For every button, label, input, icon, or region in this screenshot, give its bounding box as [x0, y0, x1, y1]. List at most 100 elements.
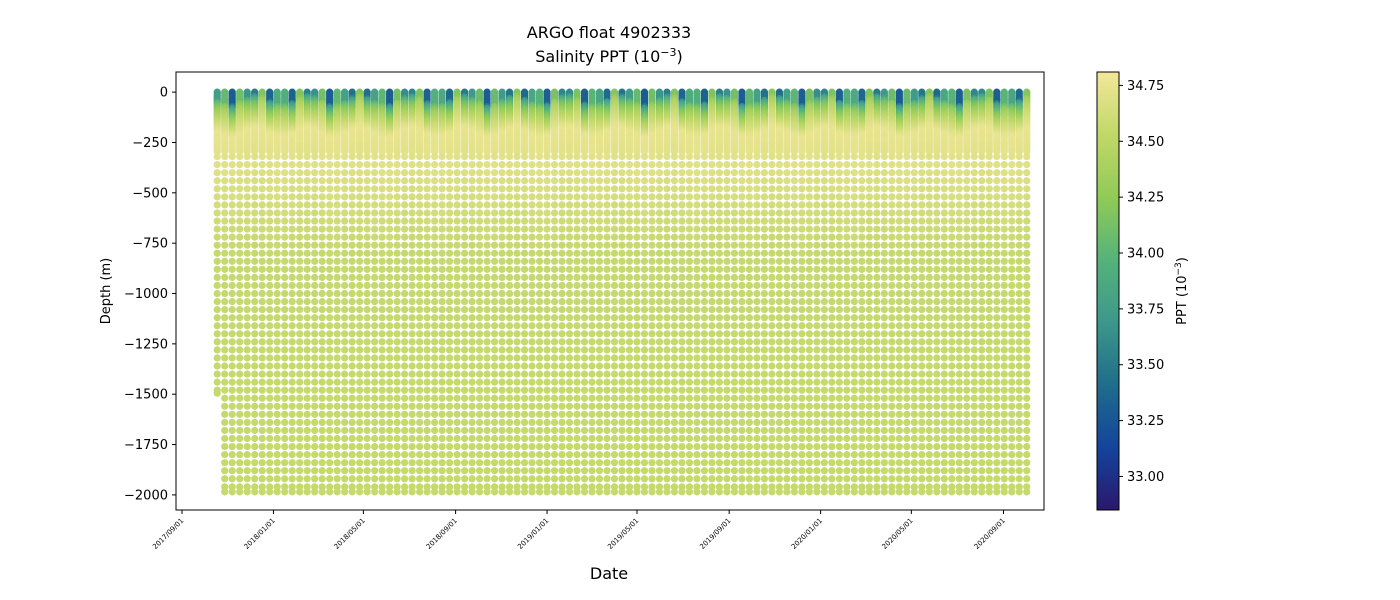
profile: [363, 88, 371, 496]
profile-point: [296, 434, 304, 443]
profile-point: [348, 378, 356, 386]
profile-point: [296, 185, 304, 193]
profile-point: [633, 217, 641, 225]
profile-point: [595, 410, 604, 418]
profile-point: [573, 394, 581, 402]
profile: [236, 88, 244, 496]
profile-point: [603, 418, 611, 426]
profile-point: [243, 434, 251, 443]
profile-point: [333, 233, 341, 241]
profile-point: [378, 338, 386, 346]
profile-point: [251, 434, 259, 443]
profile-point: [468, 488, 476, 496]
profile-point: [416, 297, 424, 306]
profile-point: [386, 394, 394, 402]
profile-point: [610, 330, 619, 338]
profile-point: [393, 354, 401, 362]
profile-point: [378, 362, 386, 370]
profile-point: [221, 346, 229, 354]
profile-point: [655, 306, 664, 314]
profile-point: [408, 257, 416, 265]
profile-point: [648, 225, 656, 233]
profile-point: [273, 467, 281, 475]
profile-point: [558, 297, 566, 306]
profile-point: [303, 209, 311, 217]
profile-point: [288, 402, 296, 410]
profile-point: [281, 177, 289, 185]
profile-point: [296, 426, 304, 435]
profile-point: [281, 346, 289, 354]
profile-point: [288, 434, 296, 443]
profile-point: [311, 434, 319, 443]
profile-point: [251, 483, 259, 491]
profile-point: [468, 185, 476, 193]
profile-point: [243, 386, 251, 394]
profile-point: [520, 402, 529, 410]
profile-point: [625, 273, 634, 282]
profile-point: [558, 488, 566, 496]
profile-point: [498, 410, 506, 418]
profile-point: [303, 475, 311, 483]
profile-point: [633, 459, 641, 467]
profile-point: [371, 169, 379, 177]
profile-point: [408, 177, 416, 185]
profile-point: [288, 354, 296, 362]
profile-point: [460, 225, 469, 233]
profile-point: [288, 169, 296, 177]
profile-point: [558, 475, 566, 483]
profile-point: [438, 152, 446, 161]
profile-point: [356, 354, 364, 362]
profile-point: [663, 346, 671, 354]
profile-point: [356, 306, 364, 314]
profile-point: [483, 394, 491, 402]
profile-point: [528, 281, 536, 290]
profile-point: [610, 362, 619, 370]
profile-point: [221, 386, 229, 394]
profile-point: [438, 209, 446, 217]
profile-point: [378, 370, 386, 378]
profile-point: [580, 306, 589, 314]
profile-point: [318, 249, 326, 257]
profile-point: [326, 362, 334, 370]
profile-point: [236, 362, 244, 370]
profile-point: [296, 338, 304, 346]
profile-point: [528, 467, 536, 475]
profile-point: [401, 217, 409, 225]
profile-point: [378, 378, 386, 386]
profile-point: [618, 225, 626, 233]
profile-point: [296, 362, 304, 370]
profile-point: [595, 451, 604, 459]
profile-point: [520, 370, 529, 378]
profile-point: [303, 169, 311, 177]
profile-point: [640, 289, 649, 298]
profile-point: [603, 459, 611, 467]
profile-point: [258, 289, 266, 298]
profile-point: [505, 426, 514, 435]
profile-point: [363, 209, 371, 217]
profile-point: [505, 362, 514, 370]
profile-point: [595, 394, 604, 402]
profile-point: [573, 475, 581, 483]
profile-point: [490, 362, 499, 370]
profile-point: [401, 338, 409, 346]
profile-point: [258, 394, 266, 402]
profile-point: [558, 451, 566, 459]
profile-point: [326, 467, 334, 475]
profile-point: [595, 378, 604, 386]
profile-point: [378, 185, 386, 193]
profile-point: [625, 410, 634, 418]
profile-point: [528, 475, 536, 483]
profile: [401, 88, 409, 496]
profile-point: [296, 193, 304, 201]
profile-point: [266, 338, 274, 346]
profile-point: [483, 281, 491, 290]
profile-point: [535, 378, 544, 386]
profile-point: [655, 330, 664, 338]
profile-point: [498, 249, 506, 257]
profile-point: [438, 201, 446, 209]
profile-point: [266, 322, 274, 330]
profile-point: [490, 418, 499, 426]
profile-point: [618, 386, 626, 394]
profile-point: [228, 152, 236, 161]
profile-point: [288, 426, 296, 435]
